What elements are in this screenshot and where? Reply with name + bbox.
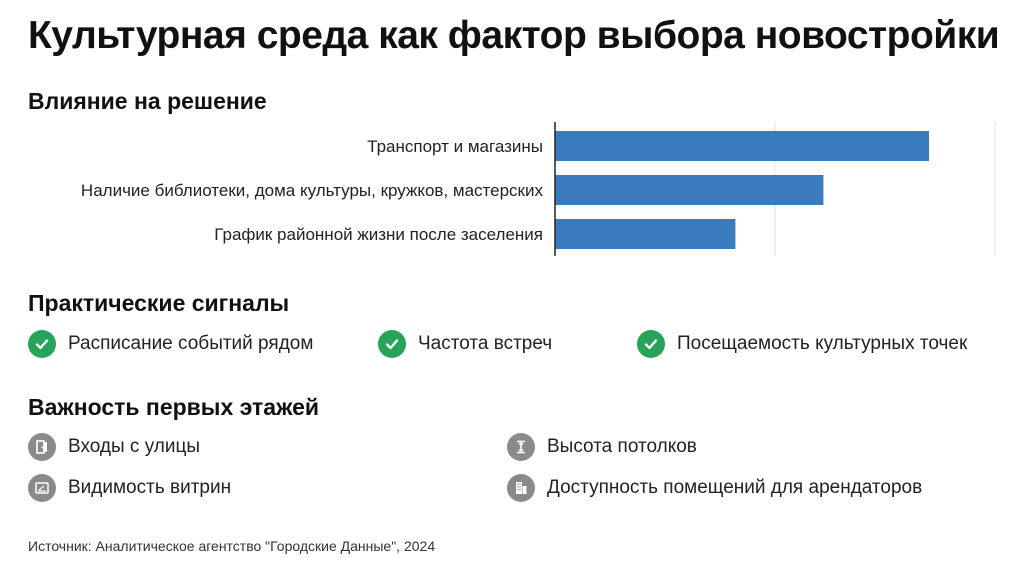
floor-item-entrances: Входы с улицы bbox=[28, 433, 200, 461]
signal-label: Частота встреч bbox=[418, 333, 553, 354]
floor-item-storefronts: Видимость витрин bbox=[28, 474, 231, 502]
section-title-floors: Важность первых этажей bbox=[28, 394, 320, 420]
storefront-icon bbox=[28, 474, 56, 502]
floor-label: Входы с улицы bbox=[68, 436, 201, 457]
floor-label: Доступность помещений для арендаторов bbox=[547, 477, 923, 498]
door-icon bbox=[28, 433, 56, 461]
signal-label: Посещаемость культурных точек bbox=[677, 333, 968, 354]
category-label: Наличие библиотеки, дома культуры, кружк… bbox=[81, 181, 544, 200]
category-label: Транспорт и магазины bbox=[367, 137, 543, 156]
page-title: Культурная среда как фактор выбора новос… bbox=[28, 14, 1000, 57]
check-icon bbox=[378, 330, 406, 358]
section-title-signals: Практические сигналы bbox=[28, 290, 290, 316]
building-icon bbox=[507, 474, 535, 502]
category-label: График районной жизни после заселения bbox=[214, 225, 543, 244]
bar bbox=[555, 175, 824, 205]
bar-chart: Транспорт и магазины Наличие библиотеки, … bbox=[81, 122, 996, 256]
section-title-influence: Влияние на решение bbox=[28, 88, 267, 114]
ceiling-height-icon bbox=[507, 433, 535, 461]
floor-item-tenants: Доступность помещений для арендаторов bbox=[507, 474, 922, 502]
check-icon bbox=[28, 330, 56, 358]
check-icon bbox=[637, 330, 665, 358]
source-note: Источник: Аналитическое агентство "Город… bbox=[28, 538, 436, 554]
signal-label: Расписание событий рядом bbox=[68, 333, 314, 354]
floor-item-ceiling: Высота потолков bbox=[507, 433, 697, 461]
floor-label: Высота потолков bbox=[547, 436, 697, 457]
bar bbox=[555, 131, 929, 161]
floor-label: Видимость витрин bbox=[68, 477, 232, 498]
signal-item-events: Расписание событий рядом bbox=[28, 330, 313, 358]
bar bbox=[555, 219, 736, 249]
signal-item-meetings: Частота встреч bbox=[378, 330, 552, 358]
signal-item-attendance: Посещаемость культурных точек bbox=[637, 330, 967, 358]
